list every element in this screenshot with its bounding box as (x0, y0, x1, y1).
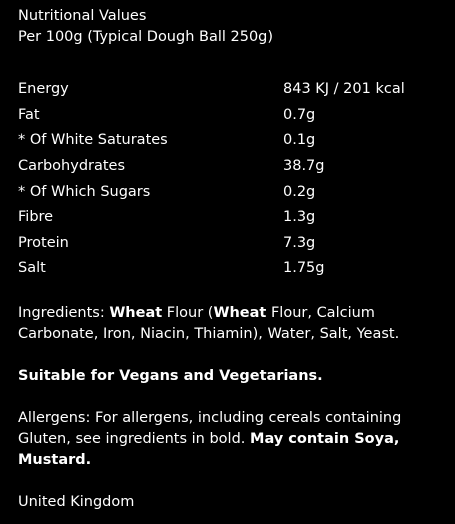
panel-title: Nutritional Values (18, 8, 147, 24)
nutrient-value: 1.3g (283, 209, 316, 226)
table-row: * Of Which Sugars 0.2g (18, 179, 443, 205)
ingredients-label: Ingredients: (18, 304, 110, 321)
table-row: Protein 7.3g (18, 231, 443, 257)
allergens-info: Allergens: For allergens, including cere… (18, 409, 402, 447)
suitability-statement: Suitable for Vegans and Vegetarians. (18, 367, 323, 384)
ingredients-part: Flour ( (162, 304, 214, 321)
table-row: Carbohydrates 38.7g (18, 154, 443, 180)
table-row: Energy 843 KJ / 201 kcal (18, 77, 443, 103)
ingredients-text: Ingredients: Wheat Flour (Wheat Flour, C… (18, 303, 443, 345)
nutrient-name: Fibre (18, 209, 54, 226)
allergen-wheat: Wheat (109, 304, 163, 321)
ingredients-part: Flour, Calcium Carbonate, Iron, Niacin, … (18, 304, 400, 342)
spacer (18, 48, 443, 77)
nutrition-table: Energy 843 KJ / 201 kcal Fat 0.7g * Of W… (18, 77, 443, 282)
allergen-wheat: Wheat (213, 304, 267, 321)
serving-info: Per 100g (Typical Dough Ball 250g) (18, 29, 274, 45)
may-contain-warning: May contain Soya, Mustard. (18, 430, 400, 468)
nutrient-value: 1.75g (283, 260, 325, 277)
nutrient-name: Fat (18, 106, 40, 123)
table-row: Fat 0.7g (18, 103, 443, 129)
table-row: Fibre 1.3g (18, 205, 443, 231)
nutrient-name: * Of Which Sugars (18, 183, 151, 200)
table-row: * Of White Saturates 0.1g (18, 128, 443, 154)
nutrient-value: 7.3g (283, 234, 316, 251)
nutrient-value: 843 KJ / 201 kcal (283, 81, 405, 98)
nutrient-name: Protein (18, 234, 69, 251)
nutrient-value: 0.1g (283, 132, 316, 149)
nutrient-value: 0.2g (283, 183, 316, 200)
nutrient-value: 0.7g (283, 106, 316, 123)
spacer (18, 471, 443, 492)
nutrition-label: Nutritional Values Per 100g (Typical Dou… (18, 6, 443, 513)
allergens-text: Allergens: For allergens, including cere… (18, 408, 443, 471)
spacer (18, 345, 443, 366)
table-row: Salt 1.75g (18, 256, 443, 282)
spacer (18, 387, 443, 408)
spacer (18, 282, 443, 303)
nutrient-name: Salt (18, 260, 46, 277)
nutrient-value: 38.7g (283, 158, 325, 175)
country-of-origin: United Kingdom (18, 493, 135, 510)
nutrient-name: Carbohydrates (18, 158, 126, 175)
nutrient-name: Energy (18, 81, 69, 98)
nutrient-name: * Of White Saturates (18, 132, 168, 149)
